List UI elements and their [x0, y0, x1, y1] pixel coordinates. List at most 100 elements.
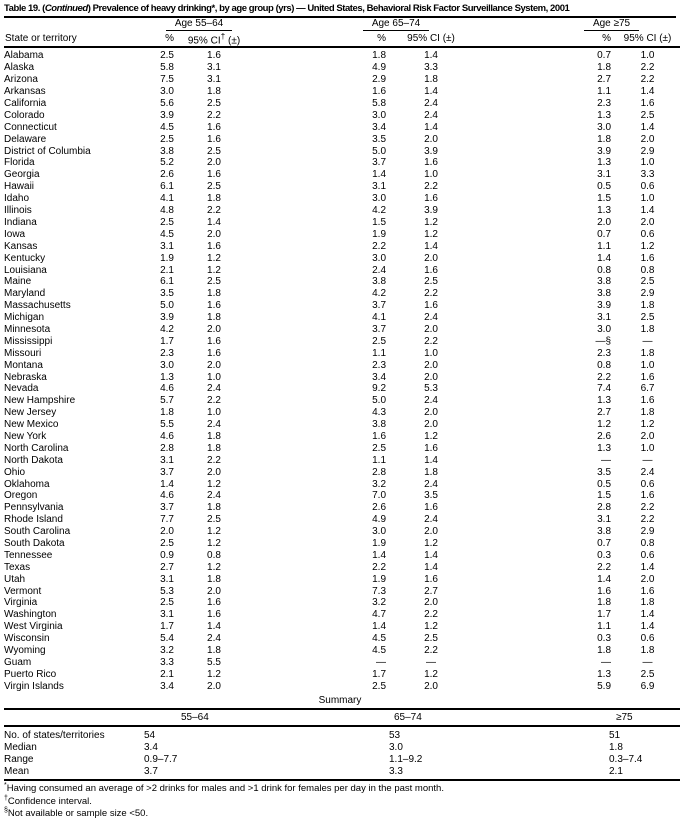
- ci-value: 2.7: [424, 585, 438, 597]
- table-title-prefix: Table 19. (: [4, 3, 45, 14]
- ci-value: 1.2: [207, 252, 221, 264]
- summary-value: 0.9–7.7: [144, 753, 178, 765]
- pct-value: 3.2: [160, 645, 174, 656]
- pct-value: 4.1: [160, 193, 174, 205]
- state-name: California: [4, 98, 47, 110]
- state-name: Oregon: [4, 490, 38, 502]
- footnote: *Having consumed an average of >2 drinks…: [4, 782, 676, 796]
- column-gap: [476, 169, 539, 181]
- pct-value: —§: [595, 335, 612, 347]
- state-name: Delaware: [4, 133, 47, 145]
- pct-value: 1.4: [372, 621, 387, 633]
- ci-value: 1.8: [207, 502, 221, 514]
- column-gap: [254, 181, 316, 193]
- age-group-label-65-74: Age 65–74: [362, 18, 430, 31]
- pct-value: 3.1: [597, 312, 612, 324]
- column-gap: [254, 645, 316, 657]
- state-rows: Alabama 2.5 1.6 1.8 1.4 0.7 1.0 Alaska 5.8 3.1 4.9…: [4, 47, 680, 692]
- pct-value: 3.1: [160, 609, 174, 621]
- pct-value: 2.2: [597, 371, 612, 383]
- ci-value: 1.2: [207, 561, 221, 573]
- ci-header-suffix: (±): [225, 35, 241, 47]
- pct-value: 2.5: [372, 335, 387, 347]
- ci-value: 1.6: [640, 371, 655, 383]
- column-gap: [254, 74, 316, 86]
- column-gap: [254, 359, 316, 371]
- column-gap: [476, 300, 539, 312]
- ci-value: 1.6: [207, 121, 221, 133]
- pct-value: 2.5: [160, 133, 174, 145]
- ci-value: 0.6: [640, 633, 655, 645]
- pct-value: 0.5: [597, 181, 612, 193]
- table-row: Arkansas 3.0 1.8 1.6 1.4 1.1 1.4: [4, 86, 680, 98]
- state-name: Oklahoma: [4, 478, 50, 490]
- table-row: Delaware 2.5 1.6 3.5 2.0 1.8 2.0: [4, 134, 680, 146]
- table-row: South Carolina 2.0 1.2 3.0 2.0 3.8 2.9: [4, 526, 680, 538]
- state-name: Louisiana: [4, 264, 47, 276]
- ci-value: 2.9: [640, 288, 655, 300]
- ci-value: 2.9: [640, 145, 655, 157]
- pct-value: 1.7: [160, 335, 174, 347]
- summary-value: 3.3: [389, 765, 609, 782]
- ci-value: 6.9: [640, 680, 655, 692]
- ci-value: 1.2: [640, 240, 655, 252]
- column-gap: [476, 205, 539, 217]
- summary-value: 3.4: [144, 741, 158, 753]
- age-group-label-75plus: Age ≥75: [583, 18, 640, 31]
- dagger-footnote-marker: †: [220, 31, 226, 41]
- pct-value: 2.7: [160, 561, 174, 573]
- ci-value: 1.4: [640, 621, 655, 633]
- column-gap: [254, 193, 316, 205]
- ci-value: 2.0: [207, 466, 221, 478]
- column-gap: [254, 276, 316, 288]
- summary-rows: No. of states/territories 54 53 51 Median 3.4…: [4, 726, 680, 782]
- ci-value: 1.2: [424, 668, 438, 680]
- state-name: Puerto Rico: [4, 668, 57, 680]
- ci-value: 1.0: [424, 169, 438, 181]
- table-row: Kansas 3.1 1.6 2.2 1.4 1.1 1.2: [4, 241, 680, 253]
- table-row: Virginia 2.5 1.6 3.2 2.0 1.8 1.8: [4, 597, 680, 609]
- column-gap: [254, 633, 316, 645]
- table-row: South Dakota 2.5 1.2 1.9 1.2 0.7 0.8: [4, 538, 680, 550]
- pct-value: 3.7: [372, 323, 387, 335]
- column-gap: [254, 252, 316, 264]
- pct-col-header-3: %: [539, 31, 612, 49]
- column-gap: [476, 455, 539, 467]
- column-gap: [254, 574, 316, 586]
- ci-value: 1.4: [424, 549, 438, 561]
- ci-value: 0.8: [640, 537, 655, 549]
- column-gap: [254, 229, 316, 241]
- state-name: West Virginia: [4, 621, 63, 633]
- ci-value: 1.6: [640, 252, 655, 264]
- pct-value: 3.4: [372, 121, 387, 133]
- ci-value: 1.4: [424, 561, 438, 573]
- ci-value: 0.6: [640, 478, 655, 490]
- ci-value: 5.5: [207, 656, 221, 668]
- table-row: Texas 2.7 1.2 2.2 1.4 2.2 1.4: [4, 562, 680, 574]
- ci-value: 1.6: [424, 502, 438, 514]
- ci-value: 2.5: [640, 109, 655, 121]
- column-gap: [476, 490, 539, 502]
- pct-value: 3.8: [372, 276, 387, 288]
- pct-value: 3.8: [597, 288, 612, 300]
- pct-value: 1.1: [597, 240, 612, 252]
- pct-value: 3.9: [160, 312, 174, 324]
- pct-value: 4.5: [160, 121, 174, 133]
- column-gap: [476, 574, 539, 586]
- state-name: Minnesota: [4, 323, 51, 335]
- pct-value: 4.5: [160, 228, 174, 240]
- column-gap: [254, 681, 316, 693]
- ci-value: 2.2: [640, 62, 655, 74]
- column-gap: [254, 562, 316, 574]
- state-name: Nevada: [4, 383, 39, 395]
- pct-value: 1.7: [372, 668, 387, 680]
- ci-value: 2.5: [640, 668, 655, 680]
- pct-value: 0.7: [597, 228, 612, 240]
- ci-value: 1.4: [424, 454, 438, 466]
- ci-value: 3.3: [424, 62, 438, 74]
- pct-value: 1.9: [372, 573, 387, 585]
- ci-value: 2.0: [424, 407, 438, 419]
- pct-value: 1.9: [372, 228, 387, 240]
- table-row: Arizona 7.5 3.1 2.9 1.8 2.7 2.2: [4, 74, 680, 86]
- state-name: Missouri: [4, 347, 42, 359]
